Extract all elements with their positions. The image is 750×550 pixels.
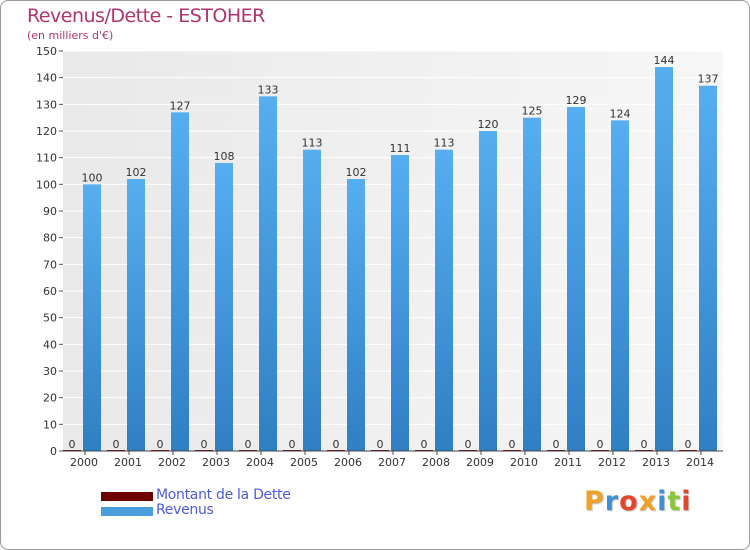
x-tick-label: 2007	[378, 456, 406, 469]
debt-value-label: 0	[377, 438, 384, 451]
logo-letter: o	[619, 486, 639, 517]
revenue-bar	[83, 184, 101, 452]
y-tick-label: 10	[43, 418, 57, 431]
revenue-bar	[479, 131, 497, 451]
debt-value-label: 0	[245, 438, 252, 451]
revenue-bar	[259, 96, 277, 451]
logo-letter: x	[638, 486, 658, 517]
revenue-bar	[611, 120, 629, 451]
debt-value-label: 0	[553, 438, 560, 451]
y-tick-label: 110	[36, 152, 57, 165]
debt-value-label: 0	[685, 438, 692, 451]
x-tick-label: 2000	[70, 456, 98, 469]
revenue-bar	[347, 179, 365, 451]
revenue-bar	[215, 163, 233, 451]
x-tick-label: 2006	[334, 456, 362, 469]
debt-value-label: 0	[289, 438, 296, 451]
revenue-bar	[391, 155, 409, 451]
debt-value-label: 0	[113, 438, 120, 451]
y-tick-label: 150	[36, 45, 57, 58]
logo-letter: P	[584, 486, 605, 517]
x-axis-ticks: 2000 2001 2002 2003 2004 2005 2006 2007 2008 2009…	[70, 451, 714, 469]
proxiti-logo: Proxiti	[584, 486, 692, 517]
debt-value-label: 0	[157, 438, 164, 451]
revenue-bar	[699, 85, 717, 452]
revenue-value-label: 129	[566, 94, 587, 107]
debt-value-label: 0	[465, 438, 472, 451]
y-tick-label: 50	[43, 312, 57, 325]
legend-swatch-revenus	[101, 507, 153, 516]
x-tick-label: 2001	[114, 456, 142, 469]
logo-letter: i	[681, 486, 692, 517]
x-tick-label: 2003	[202, 456, 230, 469]
revenue-bar	[303, 149, 321, 451]
revenue-value-label: 108	[214, 150, 235, 163]
x-tick-label: 2008	[422, 456, 450, 469]
y-tick-label: 90	[43, 205, 57, 218]
revenue-value-label: 124	[610, 107, 631, 120]
revenue-value-label: 113	[434, 137, 455, 150]
revenue-value-label: 137	[698, 73, 719, 86]
chart-title: Revenus/Dette - ESTOHER	[27, 5, 265, 27]
revenue-bar	[567, 107, 585, 451]
revenue-value-label: 127	[170, 99, 191, 112]
debt-value-label: 0	[421, 438, 428, 451]
revenue-bar	[435, 149, 453, 451]
revenue-value-label: 144	[654, 54, 675, 67]
revenue-value-label: 111	[390, 142, 411, 155]
x-tick-label: 2011	[554, 456, 582, 469]
x-tick-label: 2012	[598, 456, 626, 469]
bars	[63, 67, 717, 452]
revenue-bar	[523, 117, 541, 452]
y-tick-label: 30	[43, 365, 57, 378]
x-tick-label: 2010	[510, 456, 538, 469]
revenue-value-label: 120	[478, 118, 499, 131]
revenue-value-label: 100	[82, 171, 103, 184]
revenue-value-label: 102	[346, 166, 367, 179]
revenue-bar	[655, 67, 673, 451]
y-tick-label: 140	[36, 72, 57, 85]
y-tick-label: 20	[43, 392, 57, 405]
revenue-bar	[171, 112, 189, 451]
logo-letter: r	[604, 486, 620, 517]
revenue-value-label: 125	[522, 105, 543, 118]
y-tick-label: 60	[43, 285, 57, 298]
chart-subtitle: (en milliers d'€)	[27, 29, 114, 42]
logo-letter: i	[657, 486, 668, 517]
x-tick-label: 2013	[642, 456, 670, 469]
x-tick-label: 2002	[158, 456, 186, 469]
y-tick-label: 120	[36, 125, 57, 138]
debt-value-label: 0	[641, 438, 648, 451]
x-tick-label: 2004	[246, 456, 274, 469]
revenue-bar	[127, 179, 145, 451]
debt-value-label: 0	[597, 438, 604, 451]
y-tick-label: 130	[36, 98, 57, 111]
debt-value-label: 0	[509, 438, 516, 451]
y-tick-label: 70	[43, 258, 57, 271]
legend-label-dette: Montant de la Dette	[156, 487, 291, 503]
revenue-value-label: 113	[302, 137, 323, 150]
legend-label-revenus: Revenus	[156, 502, 214, 518]
debt-value-label: 0	[69, 438, 76, 451]
y-tick-label: 0	[50, 445, 57, 458]
legend-swatch-dette	[101, 492, 153, 501]
y-tick-label: 80	[43, 232, 57, 245]
x-tick-label: 2009	[466, 456, 494, 469]
debt-value-label: 0	[333, 438, 340, 451]
y-tick-label: 40	[43, 338, 57, 351]
logo-letter: t	[667, 486, 682, 517]
y-tick-label: 100	[36, 178, 57, 191]
x-tick-label: 2005	[290, 456, 318, 469]
debt-value-label: 0	[201, 438, 208, 451]
data-labels: 0 100 0 102 0 127 0 108 0 133 0 113 0 102 0 111 0 113 0 120…	[69, 54, 719, 451]
x-tick-label: 2014	[686, 456, 714, 469]
revenue-value-label: 133	[258, 83, 279, 96]
y-axis-ticks: 0 10 20 30 40 50 60 70 80 90 100 110 120 130 140 150	[36, 45, 63, 458]
revenue-value-label: 102	[126, 166, 147, 179]
